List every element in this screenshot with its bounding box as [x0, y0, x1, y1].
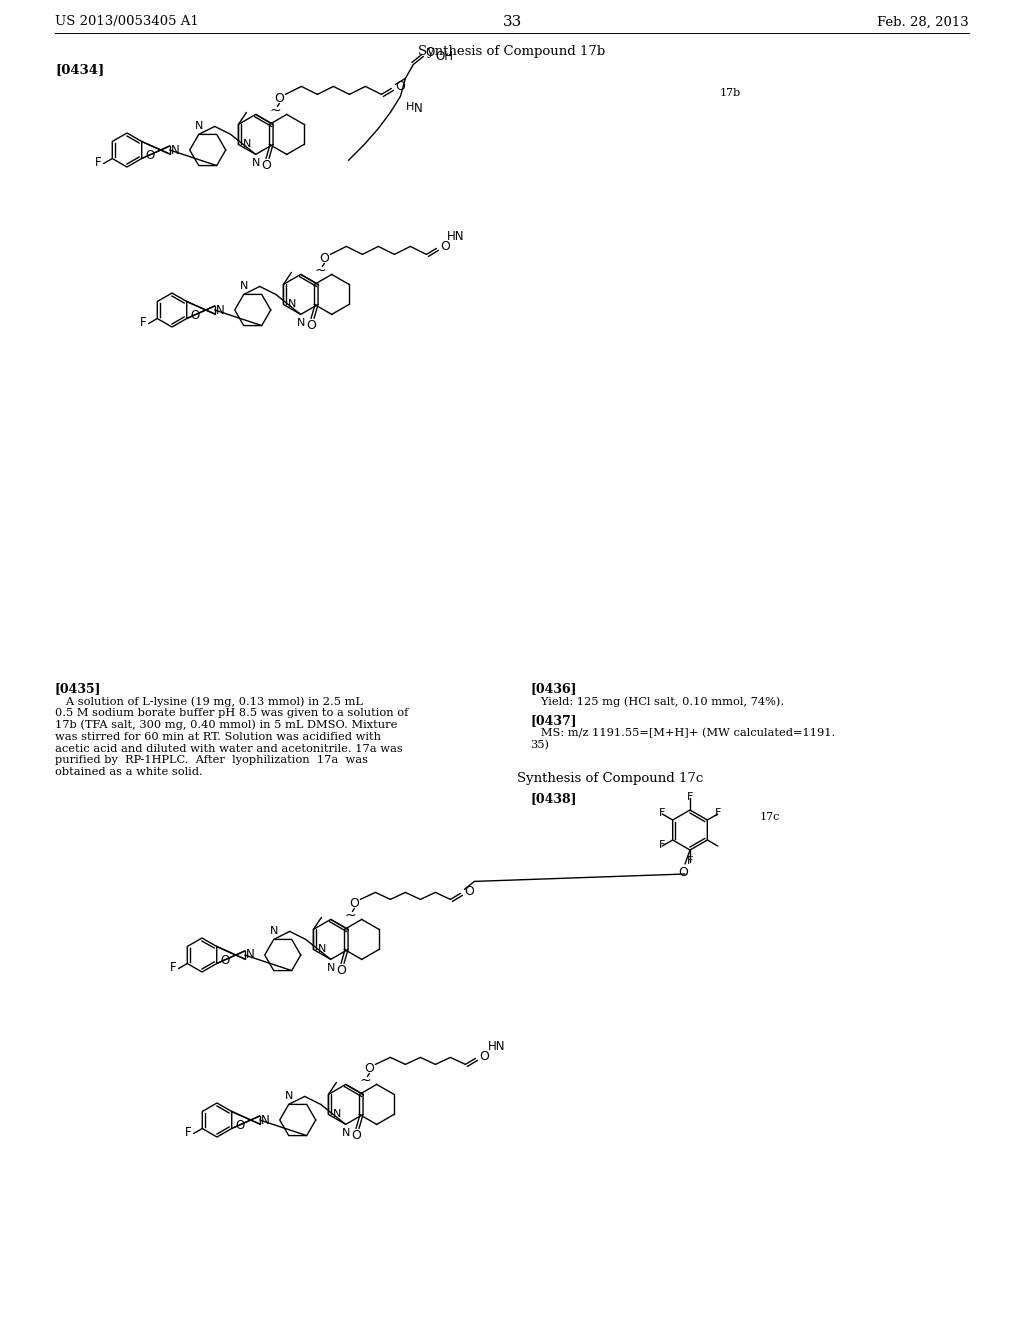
Text: N: N: [243, 140, 251, 149]
Text: 17c: 17c: [760, 812, 780, 822]
Text: N: N: [285, 1092, 293, 1101]
Text: [0435]: [0435]: [55, 682, 101, 696]
Text: A solution of L-lysine (19 mg, 0.13 mmol) in 2.5 mL
0.5 M sodium borate buffer p: A solution of L-lysine (19 mg, 0.13 mmol…: [55, 696, 409, 777]
Text: Yield: 125 mg (HCl salt, 0.10 mmol, 74%).: Yield: 125 mg (HCl salt, 0.10 mmol, 74%)…: [530, 696, 784, 706]
Text: F: F: [170, 961, 176, 974]
Text: N: N: [327, 964, 335, 973]
Text: F: F: [687, 792, 693, 803]
Text: O: O: [319, 252, 330, 265]
Text: O: O: [440, 240, 451, 253]
Text: O: O: [351, 1129, 361, 1142]
Text: 17b: 17b: [720, 88, 741, 98]
Text: N: N: [342, 1129, 350, 1138]
Text: O: O: [145, 149, 155, 162]
Text: F: F: [185, 1126, 191, 1139]
Text: N: N: [216, 304, 225, 317]
Text: MS: m/z 1191.55=[M+H]+ (MW calculated=1191.
35): MS: m/z 1191.55=[M+H]+ (MW calculated=11…: [530, 729, 836, 750]
Text: [0434]: [0434]: [55, 63, 104, 77]
Text: O: O: [261, 158, 271, 172]
Text: [0437]: [0437]: [530, 714, 577, 727]
Text: ~: ~: [314, 264, 327, 277]
Text: HN: HN: [446, 230, 464, 243]
Text: O: O: [336, 964, 346, 977]
Text: N: N: [240, 281, 248, 292]
Text: O: O: [349, 896, 359, 909]
Text: N: N: [333, 1109, 341, 1119]
Text: US 2013/0053405 A1: US 2013/0053405 A1: [55, 16, 199, 29]
Text: F: F: [659, 840, 666, 850]
Text: O: O: [465, 884, 474, 898]
Text: O: O: [274, 92, 285, 104]
Text: O: O: [236, 1119, 245, 1133]
Text: N: N: [195, 121, 203, 132]
Text: OH: OH: [435, 50, 454, 63]
Text: O: O: [395, 81, 406, 92]
Text: Feb. 28, 2013: Feb. 28, 2013: [878, 16, 969, 29]
Text: Synthesis of Compound 17b: Synthesis of Compound 17b: [419, 45, 605, 58]
Text: O: O: [220, 954, 229, 968]
Text: N: N: [414, 103, 422, 115]
Text: [0436]: [0436]: [530, 682, 577, 696]
Text: F: F: [140, 315, 146, 329]
Text: N: N: [317, 944, 326, 954]
Text: O: O: [190, 309, 200, 322]
Text: H: H: [406, 103, 414, 112]
Text: F: F: [715, 808, 721, 818]
Text: O: O: [365, 1061, 375, 1074]
Text: F: F: [659, 808, 666, 818]
Text: N: N: [252, 158, 260, 169]
Text: N: N: [171, 144, 180, 157]
Text: O: O: [425, 46, 434, 59]
Text: 33: 33: [503, 15, 521, 29]
Text: Synthesis of Compound 17c: Synthesis of Compound 17c: [517, 772, 703, 785]
Text: N: N: [247, 949, 255, 961]
Text: F: F: [95, 156, 101, 169]
Text: ~: ~: [345, 908, 356, 923]
Text: N: N: [269, 927, 278, 936]
Text: N: N: [288, 300, 296, 309]
Text: N: N: [261, 1114, 270, 1126]
Text: ~: ~: [359, 1073, 372, 1088]
Text: ~: ~: [269, 103, 282, 117]
Text: O: O: [678, 866, 688, 879]
Text: [0438]: [0438]: [530, 792, 577, 805]
Text: N: N: [297, 318, 305, 329]
Text: O: O: [479, 1049, 489, 1063]
Text: O: O: [306, 319, 316, 331]
Text: HN: HN: [487, 1040, 505, 1053]
Text: F: F: [687, 855, 693, 866]
